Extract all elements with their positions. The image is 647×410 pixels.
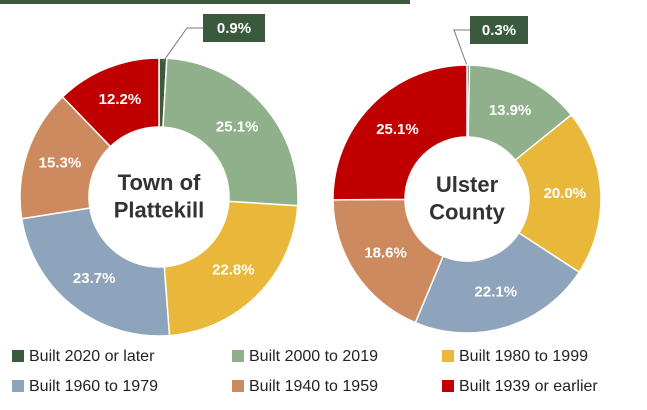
legend-swatch <box>12 380 24 392</box>
donut-slice <box>163 200 299 337</box>
donut-slice <box>414 231 581 334</box>
donut-slice <box>162 57 299 207</box>
data-label: 15.3% <box>39 155 82 172</box>
legend-swatch <box>12 350 24 362</box>
callout-line <box>162 27 203 63</box>
data-label: 18.6% <box>364 245 407 262</box>
data-label: 20.0% <box>544 185 587 202</box>
data-label: 23.7% <box>73 270 116 287</box>
donut-slice <box>20 207 171 337</box>
data-label: 22.8% <box>212 261 255 278</box>
callout-line <box>453 29 470 70</box>
data-label: 0.3% <box>482 22 516 39</box>
legend-label: Built 1940 to 1959 <box>249 378 378 395</box>
data-label: 12.2% <box>99 91 142 108</box>
donut-center-label: Ulster County <box>429 172 506 225</box>
legend-swatch <box>442 350 454 362</box>
donut-center-label: Town of Plattekill <box>114 170 204 223</box>
legend-swatch <box>442 380 454 392</box>
legend-label: Built 1980 to 1999 <box>459 348 588 365</box>
data-label: 25.1% <box>216 119 259 136</box>
legend-label: Built 2000 to 2019 <box>249 348 378 365</box>
donut-slice <box>61 57 160 148</box>
data-label: 13.9% <box>489 102 532 119</box>
donut-slice <box>332 198 445 324</box>
data-label: 25.1% <box>376 121 419 138</box>
legend-label: Built 1960 to 1979 <box>29 378 158 395</box>
donut-slice <box>514 113 602 274</box>
donut-slice <box>332 64 468 201</box>
callout-box <box>470 16 528 44</box>
legend-label: Built 2020 or later <box>29 348 155 365</box>
callout-box <box>203 14 265 42</box>
legend-swatch <box>232 350 244 362</box>
data-label: 0.9% <box>217 20 251 37</box>
legend-label: Built 1939 or earlier <box>459 378 598 395</box>
legend-swatch <box>232 380 244 392</box>
data-label: 22.1% <box>475 284 518 301</box>
top-rule <box>0 0 410 4</box>
